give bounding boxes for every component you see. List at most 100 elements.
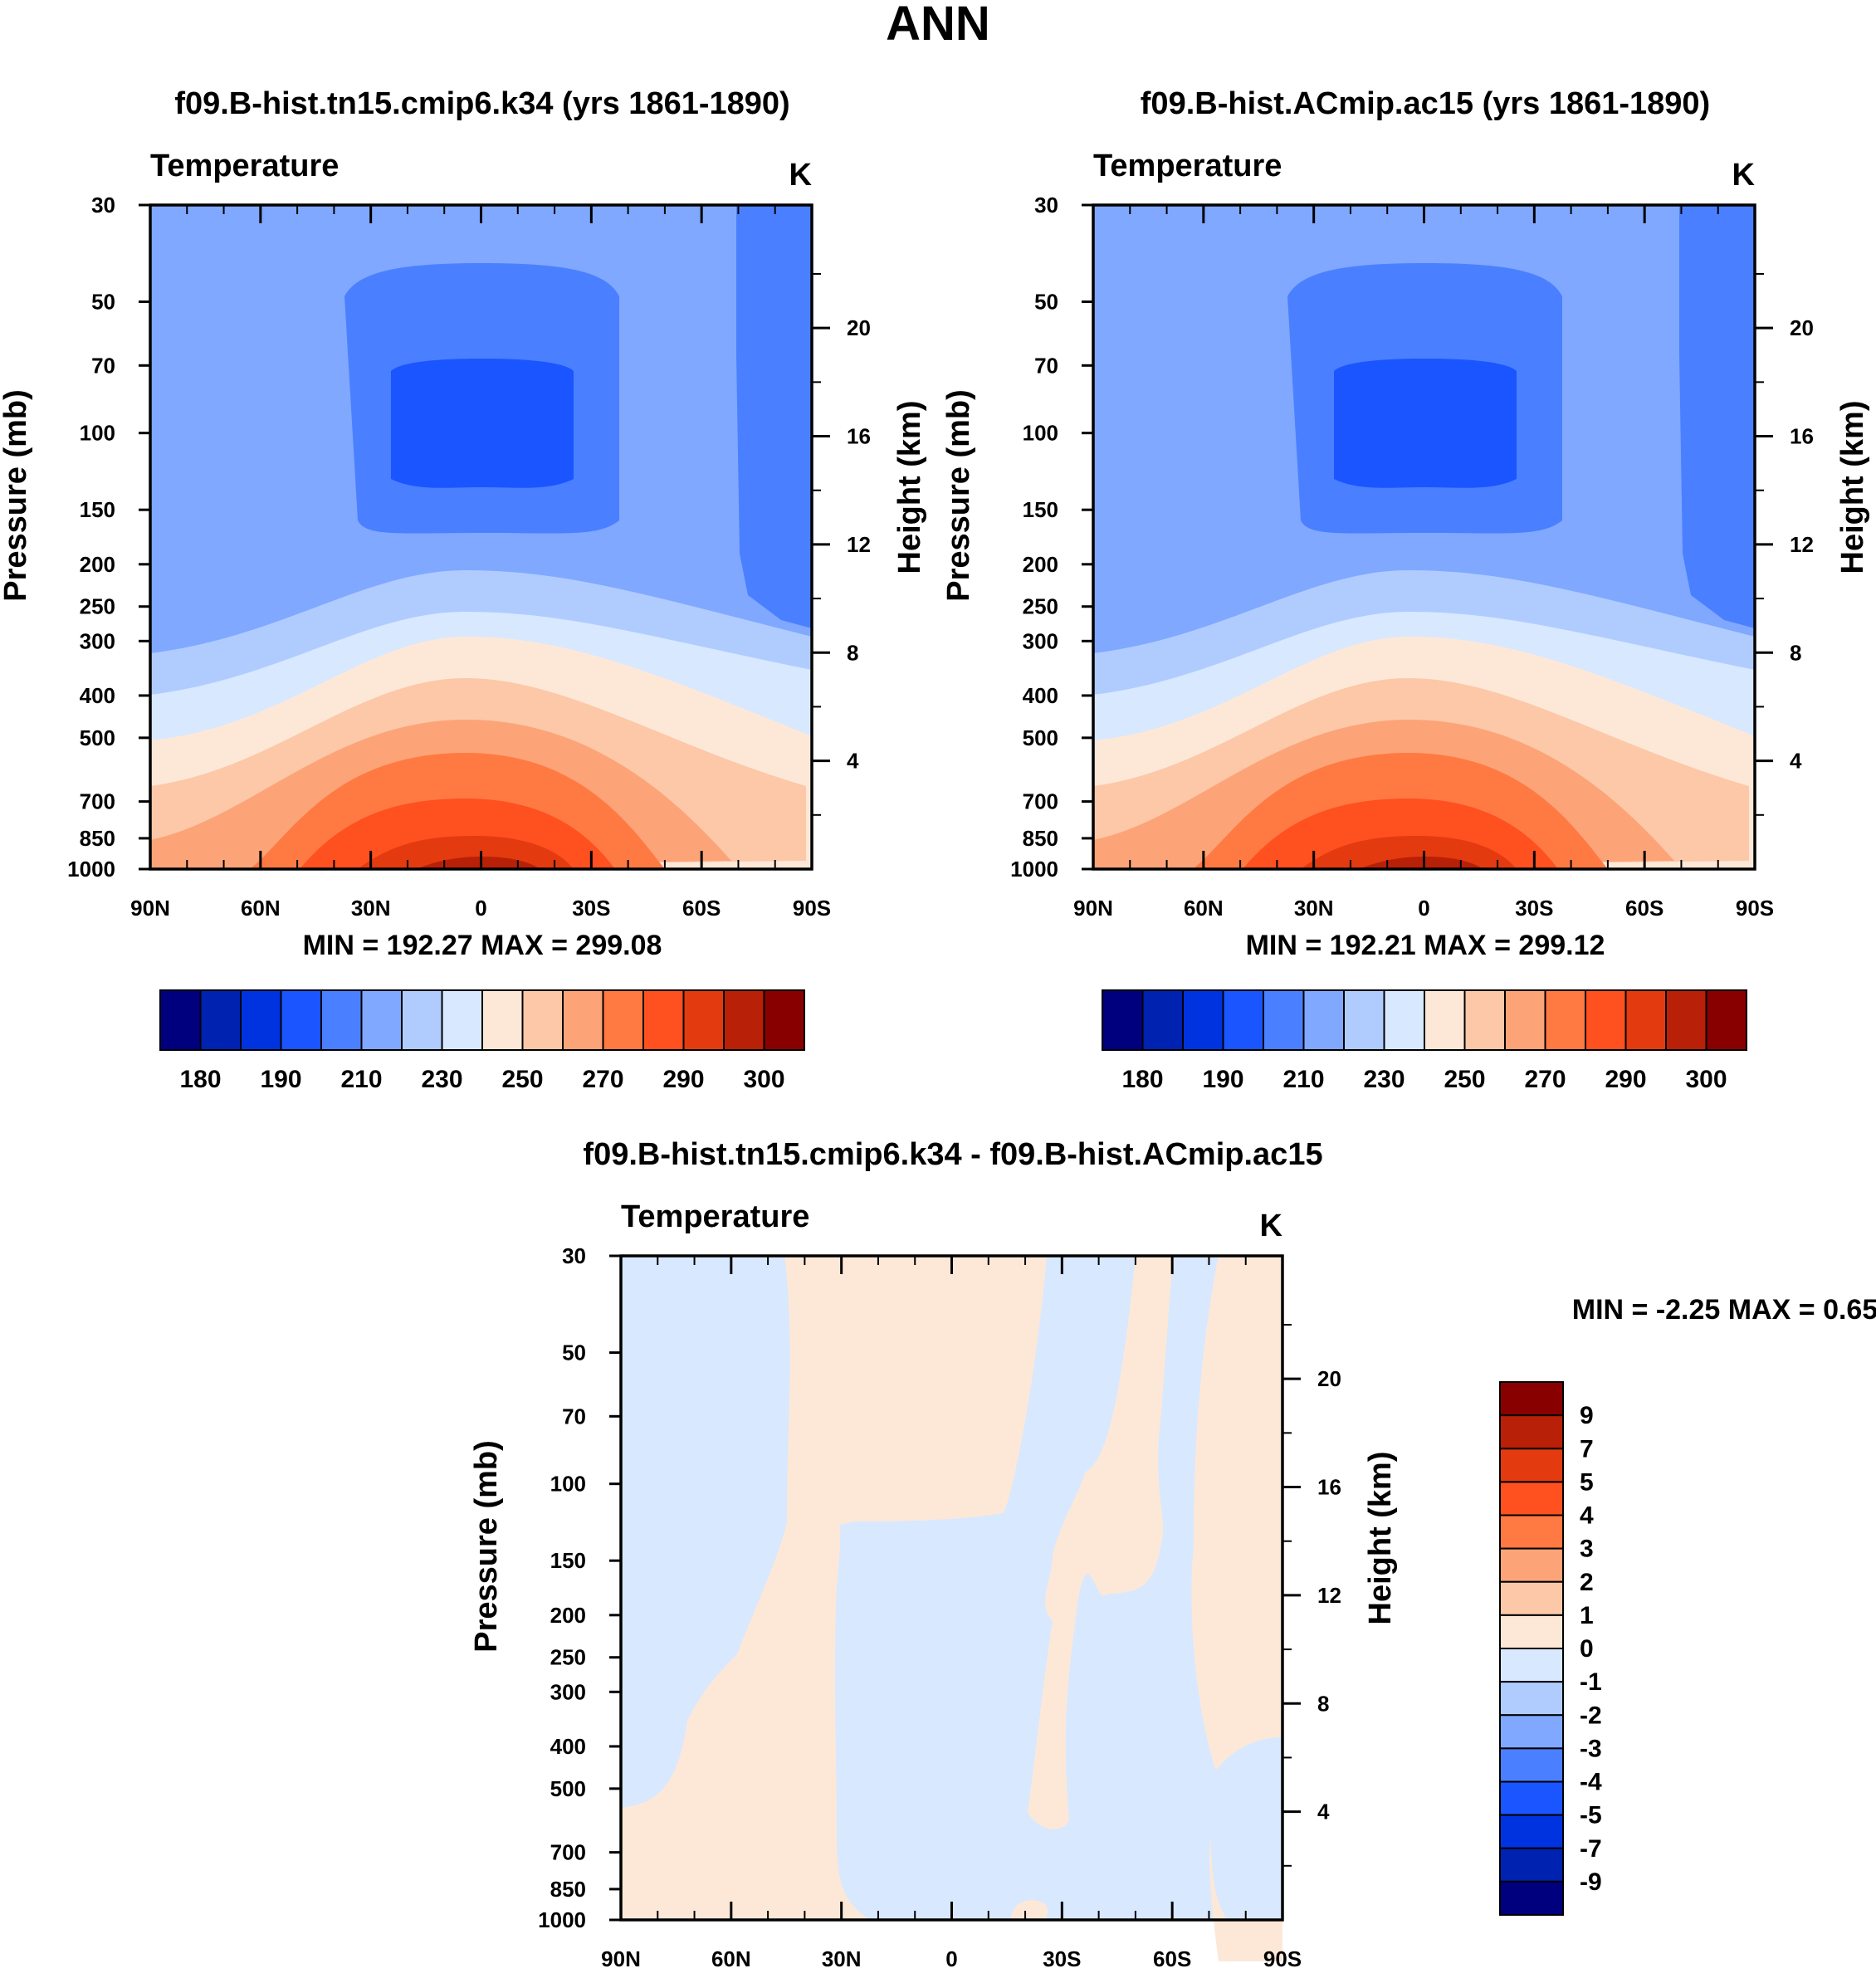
panel-left-label: Temperature <box>621 1199 809 1234</box>
y-tick-label: 30 <box>562 1243 586 1268</box>
height-tick-label: 4 <box>1317 1800 1330 1824</box>
y-tick-label: 300 <box>80 628 115 653</box>
colorbar-swatch <box>763 989 805 1051</box>
x-tick-label: 90S <box>1736 896 1774 921</box>
height-tick-label: 8 <box>1317 1691 1329 1716</box>
height-tick-label: 20 <box>1317 1366 1341 1391</box>
colorbar-label: -4 <box>1580 1769 1602 1796</box>
height-tick-label: 4 <box>1790 749 1802 774</box>
colorbar-label: 180 <box>1121 1066 1163 1093</box>
colorbar-label: -5 <box>1580 1802 1602 1829</box>
x-tick-label: 60S <box>1153 1946 1191 1971</box>
y-tick-label: 200 <box>80 552 115 577</box>
panel-title: f09.B-hist.tn15.cmip6.k34 - f09.B-hist.A… <box>583 1137 1322 1172</box>
colorbar-label: 190 <box>1202 1066 1243 1093</box>
colorbar-swatch <box>441 989 483 1051</box>
colorbar-swatch <box>1499 1780 1564 1816</box>
colorbar-swatch <box>1383 989 1425 1051</box>
colorbar-label: 270 <box>582 1066 623 1093</box>
colorbar-model-2: 180 190 210 230 250 270 290 300 <box>1102 989 1747 1093</box>
y-tick-label: 500 <box>1023 725 1058 750</box>
y-tick-label: 70 <box>91 353 115 378</box>
colorbar-label: 3 <box>1580 1536 1594 1563</box>
colorbar-label: 230 <box>421 1066 462 1093</box>
colorbar-label: 0 <box>1580 1635 1594 1663</box>
colorbar-label: 230 <box>1363 1066 1405 1093</box>
colorbar-label: 290 <box>662 1066 704 1093</box>
colorbar-swatch <box>1463 989 1506 1051</box>
colorbar-swatch <box>360 989 403 1051</box>
colorbar-swatch <box>602 989 644 1051</box>
colorbar-label: 300 <box>743 1066 784 1093</box>
height-tick-label: 16 <box>847 424 871 449</box>
colorbar-swatch <box>1424 989 1466 1051</box>
colorbar-swatch <box>1499 1414 1564 1450</box>
height-tick-label: 16 <box>1317 1475 1341 1500</box>
y-tick-label: 200 <box>550 1603 586 1628</box>
x-tick-label: 60S <box>1625 896 1663 921</box>
colorbar-swatch <box>682 989 725 1051</box>
colorbar-swatch <box>1499 1681 1564 1717</box>
panel-title: f09.B-hist.tn15.cmip6.k34 (yrs 1861-1890… <box>174 86 789 121</box>
stats-text: MIN = 192.21 MAX = 299.12 <box>1246 930 1605 961</box>
colorbar-swatch <box>1222 989 1264 1051</box>
panel-left-label: Temperature <box>1093 149 1282 183</box>
y-tick-label: 50 <box>1034 290 1058 315</box>
panel-model-2: f09.B-hist.ACmip.ac15 (yrs 1861-1890) Te… <box>941 86 1870 961</box>
colorbar-label: 7 <box>1580 1435 1594 1463</box>
colorbar-swatch <box>1499 1481 1564 1516</box>
colorbar-swatch <box>1499 1814 1564 1849</box>
y-tick-label: 100 <box>550 1472 586 1497</box>
x-tick-label: 90N <box>130 896 170 921</box>
page-title: ANN <box>886 0 990 51</box>
x-tick-label: 0 <box>945 1946 957 1971</box>
colorbar-label: 1 <box>1580 1602 1594 1629</box>
x-tick-label: 0 <box>475 896 486 921</box>
height-tick-label: 4 <box>847 749 859 774</box>
y-tick-label: 70 <box>1034 353 1058 378</box>
y-tick-label: 700 <box>550 1840 586 1865</box>
y-tick-label: 250 <box>550 1645 586 1670</box>
contour-fill <box>150 205 812 869</box>
y-axis-title-right: Height (km) <box>892 401 927 574</box>
axes: 90N 60N 30N 0 30S 60S 90S 30 50 70 100 150 200 250 300… <box>469 1243 1398 1971</box>
colorbar-label: -7 <box>1580 1835 1602 1863</box>
colorbar-swatch <box>1102 989 1144 1051</box>
y-tick-label: 400 <box>80 683 115 708</box>
y-tick-label: 50 <box>91 290 115 315</box>
colorbar-swatch <box>1499 1847 1564 1883</box>
colorbar-swatch <box>159 989 202 1051</box>
colorbar-label: 250 <box>501 1066 543 1093</box>
stats-text: MIN = 192.27 MAX = 299.08 <box>303 930 662 961</box>
colorbar-swatch <box>1263 989 1305 1051</box>
panel-units-label: K <box>789 158 813 193</box>
y-tick-label: 500 <box>550 1776 586 1801</box>
height-tick-label: 12 <box>847 532 871 557</box>
colorbar-swatch <box>1141 989 1184 1051</box>
colorbar-swatch <box>1665 989 1707 1051</box>
colorbar-swatch <box>401 989 443 1051</box>
colorbar-swatch <box>1302 989 1345 1051</box>
colorbar-difference: 9 7 5 4 3 2 1 0 -1 -2 -3 -4 -5 -7 -9 <box>1499 1381 1602 1916</box>
y-tick-label: 400 <box>1023 683 1058 708</box>
y-tick-label: 300 <box>1023 628 1058 653</box>
colorbar-label: 290 <box>1605 1066 1646 1093</box>
colorbar-swatch <box>1499 1547 1564 1583</box>
y-tick-label: 1000 <box>67 857 115 882</box>
y-tick-label: 1000 <box>1010 857 1058 882</box>
colorbar-swatch <box>1544 989 1586 1051</box>
colorbar-swatch <box>1499 1880 1564 1916</box>
y-tick-label: 500 <box>80 725 115 750</box>
colorbar-swatch <box>1499 1648 1564 1683</box>
colorbar-label: 210 <box>1282 1066 1324 1093</box>
y-tick-label: 150 <box>80 497 115 522</box>
colorbar-swatch <box>1499 1614 1564 1649</box>
y-tick-label: 250 <box>80 594 115 619</box>
colorbar-label: 300 <box>1685 1066 1727 1093</box>
colorbar-label: 190 <box>260 1066 301 1093</box>
contour-fill <box>1093 205 1755 869</box>
colorbar-swatch <box>1343 989 1385 1051</box>
y-tick-label: 300 <box>550 1679 586 1704</box>
colorbar-swatch <box>723 989 765 1051</box>
panel-difference: f09.B-hist.tn15.cmip6.k34 - f09.B-hist.A… <box>469 1137 1876 1971</box>
